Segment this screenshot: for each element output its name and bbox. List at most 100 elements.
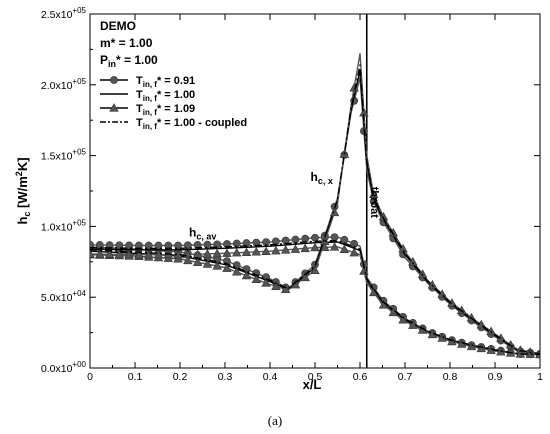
y-tick-base: 5.0x10	[41, 292, 73, 304]
series-2-average-marker	[320, 242, 330, 251]
x-tick-label: 0.1	[128, 371, 143, 383]
series-2-local-marker	[222, 263, 232, 272]
y-tick-base: 2.5x10	[41, 9, 73, 21]
series-3-average-line	[90, 239, 540, 356]
legend-label-value: * = 1.00 - coupled	[157, 117, 247, 129]
legend: DEMO m* = 1.00 Pin* = 1.00 Tin, f* = 0.9…	[100, 19, 247, 131]
series-2-local-marker	[232, 267, 242, 276]
x-tick-label: 0.6	[353, 371, 368, 383]
series-2-local-marker	[261, 278, 271, 287]
y-tick-label: 2.0x10+05	[41, 77, 87, 92]
y-axis-title-sup: 2	[14, 171, 24, 176]
series-2-average-marker	[212, 248, 222, 258]
series-2-local-marker	[398, 243, 408, 253]
series-0-average-marker	[340, 235, 349, 244]
series-0-average-marker	[311, 233, 319, 242]
x-axis-title: x/L	[303, 377, 322, 392]
series-2-average-marker	[251, 247, 262, 256]
series-2-average-marker	[114, 249, 125, 259]
series-2-local-marker	[329, 207, 340, 217]
x-tick-label: 0.3	[218, 371, 233, 383]
y-axis-title-h: h	[15, 217, 30, 225]
y-tick-label: 2.5x10+05	[41, 6, 87, 21]
legend-label-0: Tin, f* = 0.91	[136, 75, 195, 89]
series-0-average-marker	[203, 240, 212, 249]
series-2-average-marker	[232, 247, 242, 257]
series-2-average-marker	[329, 242, 340, 251]
series-2-average-marker	[398, 314, 408, 324]
y-axis-title: hc [W/m2K]	[14, 157, 32, 224]
legend-label-value: * = 1.00	[157, 89, 195, 101]
annotation-hcx-main: h	[311, 170, 318, 184]
series-2-average-marker	[241, 247, 252, 256]
legend-title: DEMO	[100, 19, 136, 33]
series-2-average-marker	[349, 247, 359, 257]
series-2-average-marker	[90, 249, 95, 258]
series-0-average-marker	[330, 233, 339, 242]
x-axis-ticks: 0 0.1 0.2 0.3 0.4 0.5 0.6 0.7 0.8 0.9 1	[87, 14, 543, 383]
series-2-average-marker	[124, 249, 134, 259]
y-tick-exponent: +00	[72, 360, 86, 369]
annotation-throat: throat	[368, 187, 380, 219]
y-tick-label: 0.0x10+00	[41, 360, 87, 375]
y-tick-exponent: +04	[72, 289, 86, 298]
x-tick-label: 0.8	[443, 371, 458, 383]
series-2-average-marker	[300, 243, 310, 253]
series-2-local-marker	[368, 189, 379, 198]
x-tick-label: 0.4	[263, 371, 278, 383]
series-2-average-marker	[104, 249, 115, 258]
legend-label-value: * = 1.09	[157, 103, 195, 115]
series-2-average-marker	[95, 249, 105, 258]
x-tick-label: 0	[87, 371, 93, 383]
figure-caption: (a)	[267, 413, 283, 428]
series-2-local-marker	[251, 274, 262, 283]
series-2-average-marker	[310, 242, 320, 252]
series-2-average-marker	[447, 336, 457, 346]
series-2-average-marker	[476, 343, 487, 353]
series-2-average-marker	[408, 320, 418, 329]
legend-label-t: T	[136, 117, 143, 129]
series-2-average-marker	[290, 244, 301, 253]
series-2-local-marker	[192, 257, 203, 266]
series-2-local-marker	[241, 270, 252, 280]
y-tick-base: 2.0x10	[41, 80, 73, 92]
y-tick-exponent: +05	[72, 6, 86, 15]
y-tick-base: 1.0x10	[41, 221, 73, 233]
series-2-local-marker	[212, 261, 222, 270]
legend-label-t: T	[136, 103, 143, 115]
series-2-average-marker	[271, 245, 281, 255]
series-2-local-marker	[202, 259, 213, 268]
series-layer	[90, 52, 540, 359]
series-2-local-marker	[300, 272, 310, 282]
legend-label-2: Tin, f* = 1.09	[136, 103, 195, 117]
y-tick-base: 0.0x10	[41, 363, 73, 375]
y-tick-label: 1.0x10+05	[41, 218, 87, 233]
y-axis-title-units: [W/m	[15, 176, 30, 211]
x-tick-label: 0.9	[488, 371, 503, 383]
series-0-average-marker	[291, 235, 300, 244]
annotation-hcav-sub: c, av	[196, 231, 216, 241]
y-tick-exponent: +05	[72, 148, 86, 157]
y-tick-label: 5.0x10+04	[41, 289, 87, 304]
annotation-hcav: hc, av	[189, 225, 216, 241]
series-2-local-marker	[349, 82, 359, 92]
series-3	[90, 64, 540, 356]
series-2-local-marker	[310, 265, 320, 274]
y-tick-exponent: +05	[72, 77, 86, 86]
series-2-local-marker	[280, 284, 291, 294]
legend-label-t: T	[136, 75, 143, 87]
series-0-average-marker	[95, 241, 104, 249]
series-2-average-marker	[202, 249, 213, 258]
series-2-local-marker	[378, 211, 389, 221]
x-tick-label: 0.2	[173, 371, 188, 383]
legend-label-sub: in, f	[143, 94, 158, 103]
legend-label-t: T	[136, 89, 143, 101]
legend-mass-flow: m* = 1.00	[100, 36, 153, 50]
y-tick-label: 1.5x10+05	[41, 148, 87, 163]
series-2-average-marker	[339, 244, 350, 253]
legend-label-value: * = 0.91	[157, 75, 195, 87]
legend-label-1: Tin, f* = 1.00	[136, 89, 195, 103]
x-tick-label: 0.5	[308, 371, 323, 383]
series-2-average-marker	[222, 248, 232, 257]
